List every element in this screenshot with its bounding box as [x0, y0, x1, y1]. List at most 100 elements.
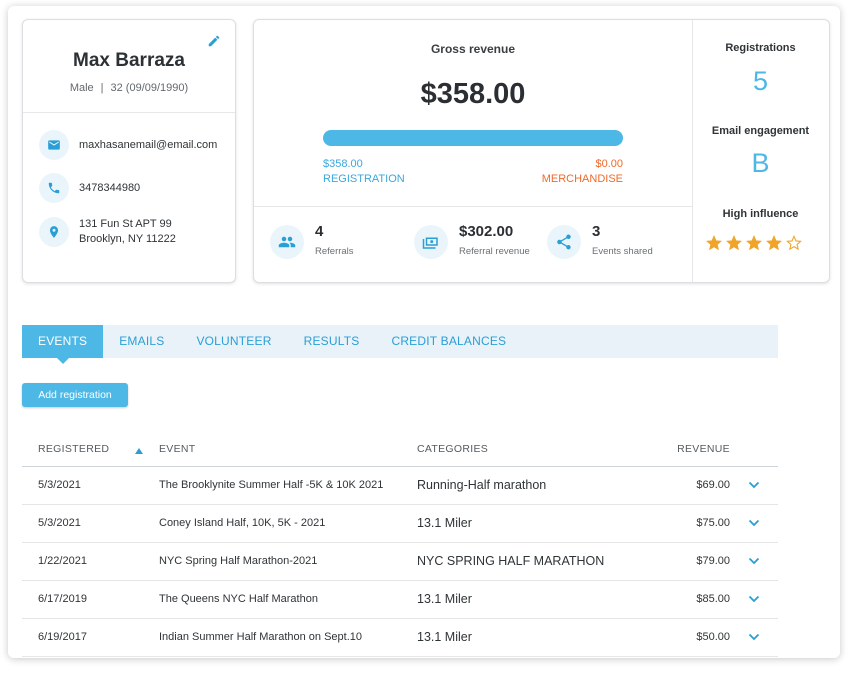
row-category: 13.1 Miler	[417, 630, 472, 644]
gross-revenue-amount: $358.00	[420, 78, 526, 110]
merchandise-revenue: $0.00 MERCHANDISE	[473, 157, 623, 187]
profile-divider	[23, 112, 235, 113]
row-category: 13.1 Miler	[417, 516, 472, 530]
row-event: The Queens NYC Half Marathon	[159, 593, 318, 605]
row-revenue: $79.00	[696, 555, 730, 567]
influence-label: High influence	[722, 208, 799, 220]
chevron-down-icon[interactable]	[748, 518, 760, 530]
row-event: The Brooklynite Summer Half -5K & 10K 20…	[159, 479, 384, 491]
registration-label: REGISTRATION	[323, 173, 405, 185]
registration-revenue: $358.00 REGISTRATION	[323, 157, 405, 187]
star-empty-icon	[786, 234, 802, 256]
events-shared-label: Events shared	[592, 246, 653, 257]
merchandise-amount: $0.00	[595, 158, 623, 170]
table-row[interactable]: 6/17/2019 The Queens NYC Half Marathon 13.…	[22, 581, 778, 619]
table-header: REGISTERED EVENT CATEGORIES REVENUE	[22, 434, 778, 467]
row-revenue: $69.00	[696, 479, 730, 491]
tab-events[interactable]: EVENTS	[22, 325, 104, 364]
row-date: 1/22/2021	[38, 555, 87, 567]
share-icon	[547, 225, 581, 259]
row-revenue: $75.00	[696, 517, 730, 529]
registration-amount: $358.00	[323, 158, 363, 170]
profile-page: Max Barraza Male | 32 (09/09/1990) maxhasa…	[8, 6, 840, 658]
chevron-down-icon[interactable]	[748, 594, 760, 606]
chevron-down-icon[interactable]	[748, 632, 760, 644]
revenue-card: Gross revenue $358.00 $358.00 REGISTRATI…	[253, 19, 830, 283]
star-filled-icon	[706, 234, 722, 256]
email-engagement-label: Email engagement	[711, 125, 810, 137]
row-date: 6/17/2019	[38, 593, 87, 605]
events-shared-stat: 3 Events shared	[547, 223, 653, 259]
table-body: 5/3/2021 The Brooklynite Summer Half -5K …	[22, 467, 778, 657]
profile-separator: |	[100, 82, 104, 94]
address-line-1: 131 Fun St APT 99	[79, 218, 172, 230]
profile-gender: Male	[69, 82, 94, 94]
add-registration-button[interactable]: Add registration	[22, 383, 128, 407]
star-filled-icon	[726, 234, 742, 256]
referrals-stat: 4 Referrals	[270, 223, 354, 259]
sort-ascending-icon[interactable]	[135, 445, 143, 457]
referral-revenue-value: $302.00	[459, 223, 514, 240]
location-pin-icon	[39, 217, 69, 247]
row-event: Coney Island Half, 10K, 5K - 2021	[159, 517, 326, 529]
tab-results[interactable]: RESULTS	[303, 334, 360, 348]
header-event: EVENT	[159, 443, 196, 455]
row-date: 6/19/2017	[38, 631, 87, 643]
star-filled-icon	[766, 234, 782, 256]
row-date: 5/3/2021	[38, 517, 81, 529]
influence-rating	[706, 234, 802, 256]
revenue-split-bar	[323, 130, 623, 146]
tab-credit-balances[interactable]: CREDIT BALANCES	[391, 334, 507, 348]
row-revenue: $85.00	[696, 593, 730, 605]
revenue-divider	[254, 206, 692, 207]
row-revenue: $50.00	[696, 631, 730, 643]
contact-email[interactable]: maxhasanemail@email.com	[79, 138, 218, 151]
email-engagement-value: B	[751, 148, 770, 178]
header-registered[interactable]: REGISTERED	[38, 443, 110, 455]
star-filled-icon	[746, 234, 762, 256]
contact-phone-row: 3478344980	[39, 173, 140, 203]
contact-address-row: 131 Fun St APT 99 Brooklyn, NY 11222	[39, 217, 176, 247]
chevron-down-icon[interactable]	[748, 480, 760, 492]
table-row[interactable]: 1/22/2021 NYC Spring Half Marathon-2021 NY…	[22, 543, 778, 581]
edit-profile-button[interactable]	[207, 34, 221, 48]
profile-name: Max Barraza	[73, 50, 185, 71]
header-revenue: REVENUE	[677, 443, 730, 455]
registrations-value: 5	[752, 66, 769, 96]
tab-emails[interactable]: EMAILS	[119, 334, 165, 348]
referral-revenue-stat: $302.00 Referral revenue	[414, 223, 530, 259]
profile-demographics: Male | 32 (09/09/1990)	[23, 82, 235, 94]
table-row[interactable]: 6/19/2017 Indian Summer Half Marathon on …	[22, 619, 778, 657]
contact-address: 131 Fun St APT 99 Brooklyn, NY 11222	[79, 217, 176, 247]
referrals-label: Referrals	[315, 246, 354, 257]
row-date: 5/3/2021	[38, 479, 81, 491]
chevron-down-icon[interactable]	[748, 556, 760, 568]
money-icon	[414, 225, 448, 259]
registrations-label: Registrations	[725, 42, 796, 54]
profile-tabs: EVENTS EMAILS VOLUNTEER RESULTS CREDIT BALAN…	[22, 325, 778, 364]
row-category: Running-Half marathon	[417, 478, 547, 492]
people-icon	[270, 225, 304, 259]
profile-age-dob: 32 (09/09/1990)	[110, 82, 189, 94]
address-line-2: Brooklyn, NY 11222	[79, 233, 176, 245]
row-event: NYC Spring Half Marathon-2021	[159, 555, 318, 567]
pencil-icon	[208, 35, 220, 47]
events-shared-value: 3	[592, 223, 601, 240]
contact-email-row: maxhasanemail@email.com	[39, 130, 217, 160]
email-icon	[39, 130, 69, 160]
revenue-side-divider	[692, 20, 693, 282]
table-row[interactable]: 5/3/2021 Coney Island Half, 10K, 5K - 202…	[22, 505, 778, 543]
row-event: Indian Summer Half Marathon on Sept.10	[159, 631, 363, 643]
row-category: NYC SPRING HALF MARATHON	[417, 554, 605, 568]
table-row[interactable]: 5/3/2021 The Brooklynite Summer Half -5K …	[22, 467, 778, 505]
referrals-value: 4	[315, 223, 324, 240]
merchandise-label: MERCHANDISE	[541, 173, 623, 185]
events-table: REGISTERED EVENT CATEGORIES REVENUE 5/3/…	[22, 434, 778, 657]
gross-revenue-label: Gross revenue	[430, 42, 516, 56]
row-category: 13.1 Miler	[417, 592, 472, 606]
phone-icon	[39, 173, 69, 203]
referral-revenue-label: Referral revenue	[459, 246, 530, 257]
header-categories: CATEGORIES	[417, 443, 489, 455]
contact-phone[interactable]: 3478344980	[79, 181, 141, 194]
tab-volunteer[interactable]: VOLUNTEER	[196, 334, 272, 348]
